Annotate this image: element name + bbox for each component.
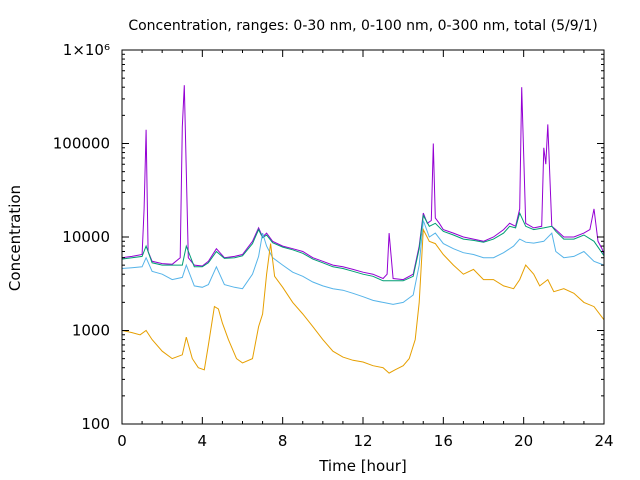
chart-title: Concentration, ranges: 0-30 nm, 0-100 nm… bbox=[128, 18, 597, 34]
series-line-2 bbox=[121, 211, 605, 282]
x-tick-label: 12 bbox=[353, 432, 372, 450]
x-tick-label: 16 bbox=[434, 432, 453, 450]
x-axis-label: Time [hour] bbox=[318, 457, 407, 475]
x-tick-label: 24 bbox=[594, 432, 613, 450]
x-tick-label: 4 bbox=[198, 432, 208, 450]
y-tick-label: 100 bbox=[81, 415, 110, 433]
y-tick-label: 1000 bbox=[72, 322, 110, 340]
y-axis-label: Concentration bbox=[6, 185, 24, 291]
tick-layer: 0 4 8 12 16 20 24 100 1000 10000 100000 1×10⁶ bbox=[53, 41, 614, 450]
x-tick-label: 8 bbox=[278, 432, 288, 450]
series-line-4 bbox=[121, 227, 605, 374]
x-tick-label: 20 bbox=[514, 432, 533, 450]
series-line-3 bbox=[121, 220, 605, 305]
y-tick-label: 1×10⁶ bbox=[63, 41, 110, 59]
series-layer bbox=[121, 85, 605, 374]
plot-frame bbox=[121, 49, 605, 425]
series-line-1 bbox=[121, 85, 605, 281]
x-tick-label: 0 bbox=[117, 432, 127, 450]
y-tick-label: 100000 bbox=[53, 135, 110, 153]
y-tick-label: 10000 bbox=[62, 228, 110, 246]
